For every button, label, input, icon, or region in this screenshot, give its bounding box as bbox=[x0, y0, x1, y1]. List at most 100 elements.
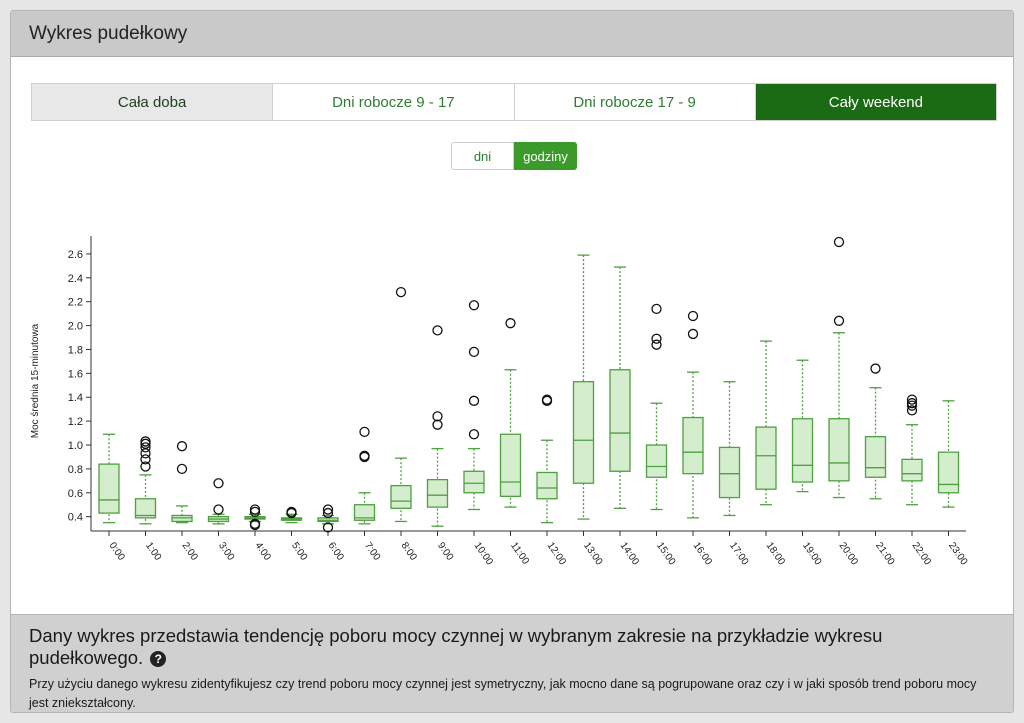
y-tick-label: 2.2 bbox=[68, 297, 83, 309]
box-iqr bbox=[828, 418, 850, 482]
outlier-point bbox=[322, 507, 334, 519]
outlier-point bbox=[651, 303, 662, 315]
outlier-point bbox=[140, 436, 151, 447]
box-9-00 bbox=[426, 325, 449, 527]
outlier-point bbox=[906, 398, 918, 409]
boxplot-panel: Wykres pudełkowy Cała doba Dni robocze 9… bbox=[10, 10, 1014, 713]
x-tick-label: 0:00 bbox=[107, 540, 127, 563]
panel-title: Wykres pudełkowy bbox=[29, 23, 188, 44]
outlier-point bbox=[176, 463, 188, 475]
x-tick-label: 23:00 bbox=[946, 540, 970, 567]
y-axis: 0.4 0.6 0.8 1.0 1.2 1.4 1.6 1.8 2.0 2.2 2.4 2.6 bbox=[68, 236, 92, 531]
outlier-point bbox=[322, 522, 334, 533]
tab-workdays-17-9[interactable]: Dni robocze 17 - 9 bbox=[514, 84, 756, 120]
x-tick-label: 16:00 bbox=[691, 540, 715, 567]
y-tick-label: 1.4 bbox=[68, 392, 83, 404]
box-iqr bbox=[536, 471, 558, 500]
box-1-00 bbox=[134, 436, 157, 525]
outlier-point bbox=[468, 300, 480, 311]
y-tick-label: 2.4 bbox=[68, 273, 83, 285]
outlier-point bbox=[432, 419, 443, 430]
outlier-point bbox=[213, 504, 224, 515]
box-iqr bbox=[463, 470, 485, 494]
description-footer: Dany wykres przedstawia tendencję poboru… bbox=[11, 614, 1013, 712]
x-tick-label: 18:00 bbox=[764, 540, 788, 567]
y-tick-label: 2.0 bbox=[68, 321, 83, 333]
x-tick-label: 5:00 bbox=[289, 540, 309, 563]
outlier-point bbox=[468, 395, 480, 406]
box-12-00 bbox=[536, 394, 558, 524]
box-16-00 bbox=[682, 310, 704, 519]
x-tick-label: 4:00 bbox=[253, 540, 273, 563]
outlier-point bbox=[468, 429, 480, 440]
box-4-00 bbox=[244, 504, 266, 531]
footer-heading-text: Dany wykres przedstawia tendencję poboru… bbox=[29, 625, 883, 668]
y-tick-label: 1.2 bbox=[68, 416, 83, 428]
box-18-00 bbox=[755, 340, 777, 506]
panel-header: Wykres pudełkowy bbox=[11, 11, 1013, 57]
box-iqr bbox=[98, 463, 120, 514]
outlier-point bbox=[432, 325, 443, 336]
days-toggle-button[interactable]: dni bbox=[451, 142, 514, 170]
range-tabs: Cała doba Dni robocze 9 - 17 Dni robocze… bbox=[31, 83, 997, 121]
box-0-00 bbox=[98, 433, 120, 524]
boxplot-series bbox=[98, 236, 960, 533]
x-tick-label: 20:00 bbox=[837, 540, 861, 567]
question-circle-icon[interactable]: ? bbox=[150, 651, 167, 667]
outlier-point bbox=[468, 346, 480, 358]
box-3-00 bbox=[207, 478, 230, 525]
box-20-00 bbox=[828, 236, 850, 499]
box-7-00 bbox=[353, 426, 376, 525]
box-iqr bbox=[390, 484, 412, 509]
tab-workdays-9-17[interactable]: Dni robocze 9 - 17 bbox=[273, 84, 515, 120]
hours-toggle-button[interactable]: godziny bbox=[514, 142, 577, 170]
box-iqr bbox=[353, 504, 376, 521]
y-tick-label: 0.4 bbox=[68, 512, 83, 524]
box-iqr bbox=[609, 369, 631, 472]
box-6-00 bbox=[317, 504, 339, 533]
x-tick-label: 15:00 bbox=[654, 540, 678, 567]
outlier-point bbox=[541, 394, 553, 405]
box-8-00 bbox=[390, 286, 412, 523]
x-tick-label: 17:00 bbox=[727, 540, 751, 567]
box-iqr bbox=[682, 416, 704, 475]
x-tick-label: 8:00 bbox=[399, 540, 419, 563]
box-iqr bbox=[718, 446, 741, 499]
box-iqr bbox=[937, 451, 960, 494]
outlier-point bbox=[359, 426, 370, 438]
x-tick-label: 14:00 bbox=[618, 540, 642, 567]
box-14-00 bbox=[609, 266, 631, 509]
outlier-point bbox=[432, 411, 443, 422]
footer-heading: Dany wykres przedstawia tendencję poboru… bbox=[29, 625, 949, 669]
box-13-00 bbox=[572, 254, 595, 520]
outlier-point bbox=[359, 450, 370, 461]
box-iqr bbox=[426, 478, 449, 508]
outlier-point bbox=[395, 286, 407, 298]
outlier-point bbox=[140, 454, 151, 465]
granularity-toggle: dni godziny bbox=[451, 142, 577, 170]
x-tick-label: 19:00 bbox=[800, 540, 824, 567]
x-tick-label: 7:00 bbox=[362, 540, 382, 563]
x-tick-label: 3:00 bbox=[216, 540, 236, 563]
box-iqr bbox=[755, 426, 777, 490]
outlier-point bbox=[322, 504, 334, 515]
outlier-point bbox=[213, 478, 224, 489]
tab-whole-weekend[interactable]: Cały weekend bbox=[755, 84, 996, 120]
x-tick-label: 10:00 bbox=[472, 540, 496, 567]
outlier-point bbox=[687, 328, 699, 340]
outlier-point bbox=[651, 339, 662, 350]
x-tick-label: 9:00 bbox=[435, 540, 455, 563]
outlier-point bbox=[286, 506, 297, 518]
outlier-point bbox=[176, 441, 188, 452]
outlier-point bbox=[870, 363, 881, 374]
x-tick-label: 22:00 bbox=[910, 540, 934, 567]
outlier-point bbox=[687, 310, 699, 322]
tab-whole-day[interactable]: Cała doba bbox=[32, 84, 274, 120]
y-tick-label: 1.0 bbox=[68, 440, 83, 452]
box-iqr bbox=[499, 433, 522, 498]
box-iqr bbox=[645, 444, 668, 478]
box-21-00 bbox=[864, 363, 887, 500]
y-tick-label: 0.6 bbox=[68, 488, 83, 500]
x-tick-label: 13:00 bbox=[581, 540, 605, 567]
x-tick-label: 11:00 bbox=[508, 540, 531, 567]
